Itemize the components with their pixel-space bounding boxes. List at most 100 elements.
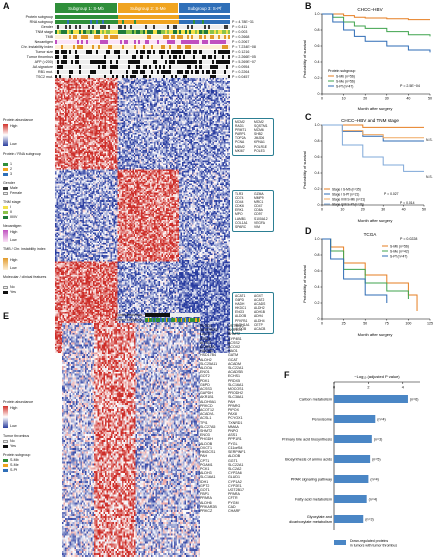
gene-label: TPI1: [200, 420, 208, 425]
legend-gender: Gender: [3, 181, 15, 185]
gene-label: ACADM: [228, 361, 241, 366]
legend-neoantigen: Neoantigen: [3, 224, 22, 228]
track-cell: [194, 318, 197, 322]
y-tick-label: 1.0: [315, 123, 320, 127]
track-bar: [55, 50, 231, 55]
bar-label: Fatty acid metabolism: [295, 498, 332, 502]
track-cell: [160, 318, 162, 322]
subgroup-1-header: Subgroup 1: S-Mb: [55, 3, 117, 13]
track-label: Protein subgroup: [25, 14, 53, 19]
track-tumor-thrombus-label: Tumor thrombus: [115, 313, 142, 317]
gene-label: ENO3: [200, 433, 210, 438]
gene-label: ALDH6: [200, 500, 212, 505]
track-cell: [162, 318, 165, 322]
survival-plot-d: TCGA Probability of survival Month after…: [302, 232, 433, 337]
plot-c-pvalue-1: P = 0.027: [384, 192, 399, 196]
gene-label: GOT2: [200, 374, 210, 379]
gene-box-3: ACAT1 G6PD HADH HKDC1 ENO3 ALDOB PFKFB1 ALDH1A1…: [232, 292, 274, 334]
plot-b-legend-3: S-Pf (n=47): [336, 85, 353, 89]
track-cell: [193, 313, 195, 317]
plot-b-area: 0 10 20 30 40 50 0 0.2 0.4 0.6 0.8 1.0: [315, 12, 433, 100]
gene-label: PNPO: [228, 429, 239, 434]
gene-label: ALDH9A1: [200, 399, 216, 404]
track-cell: [165, 313, 168, 317]
gene-label: MMAA: [228, 424, 239, 429]
track-pvalue: P = 0.0954: [232, 64, 250, 69]
track-bar: [55, 55, 231, 60]
y-tick-label: 0.6: [315, 44, 320, 48]
gene-name: ADH4: [254, 314, 263, 319]
swatch-1: [3, 163, 8, 166]
bar-label: PPAR signaling pathway: [291, 478, 332, 482]
track-label: RNA subgroup: [29, 19, 53, 24]
gene-label: SLC22A1: [228, 462, 244, 467]
gene-name: MDM2: [235, 144, 245, 149]
gene-name: ALDOB: [235, 326, 247, 331]
plot-b-title: CHCC–HBV: [357, 7, 383, 12]
plot-b-legend-title: Protein subgroup: [328, 69, 355, 73]
y-tick-label: 0.8: [315, 139, 320, 143]
gene-labels-right: UST3B10 AKR1C4 BHMT2 CYP4B1 ACSS2 ACOX2 HAO1 GA…: [228, 324, 246, 513]
gene-name: CDK6: [235, 204, 244, 209]
legend-e-low: Low: [10, 424, 17, 428]
plot-c-title: CHCC–HBV and TNM stage: [341, 118, 399, 123]
plot-c-area: 0 10 20 30 40 50 0 0.2 0.4 0.6 0.8 1.0: [315, 123, 427, 211]
track-cell: [171, 318, 173, 322]
track-cell: [151, 313, 154, 317]
track-bar: [55, 40, 231, 45]
gene-label: OXCT1: [200, 445, 212, 450]
gene-name: RAD1: [235, 124, 244, 129]
survival-plot-c: CHCC–HBV and TNM stage Probability of su…: [302, 118, 433, 223]
track-cell: [151, 318, 154, 322]
track-cell: [168, 313, 170, 317]
gene-label: SERPINE1: [200, 328, 218, 333]
gene-label: ALDOA: [200, 366, 213, 371]
track-cell: [150, 318, 153, 322]
bar-4: [334, 455, 371, 463]
survival-curve-1: [322, 13, 430, 21]
plot-c-legend-3: Stage II/III S-Mb (n=21): [332, 198, 365, 202]
panel-c-letter: C: [305, 112, 312, 122]
bar-count: (n=4): [369, 498, 378, 502]
legend-e-yes: Yes: [10, 444, 16, 448]
track-cell: [186, 313, 188, 317]
gene-label: PRKCZ: [200, 508, 213, 513]
track-cell: [161, 313, 164, 317]
track-bar: [55, 20, 231, 25]
track-cell: [164, 318, 166, 322]
gene-name: ACAT1: [235, 294, 246, 298]
track-cell: [176, 313, 179, 317]
gene-box-2: TLR3 CD74 CD44 CDK6 ERK1 MPO LAMB1 COL1A1 SPARC …: [232, 190, 274, 232]
gene-label: ACADVL: [200, 412, 215, 417]
heatmap-canvas: [62, 323, 200, 557]
f-axis-title: −Log₁₀ (adjusted P value): [354, 374, 400, 379]
track-cell: [197, 313, 199, 317]
track-label: AFP (>200): [34, 59, 53, 64]
y-tick-label: 0.2: [315, 187, 320, 191]
swatch-e-smb: [3, 459, 8, 462]
track-cell: [182, 313, 184, 317]
bar-label: Biosynthesis of amino acids: [285, 458, 332, 462]
x-tick-label: 10: [340, 208, 344, 212]
track-protein-subgroup-label: Protein subgroup: [114, 318, 142, 322]
x-tick-label: 0: [321, 208, 323, 212]
track-cell: [186, 318, 188, 322]
track-bar: [55, 35, 231, 40]
panel-e-letter: E: [3, 311, 10, 321]
y-tick-label: 0: [318, 317, 320, 321]
gene-name: S100A12: [254, 216, 268, 221]
gene-label: ENO1: [200, 370, 210, 375]
x-tick-label: 40: [406, 97, 410, 101]
track-cell: [187, 313, 190, 317]
gene-label: PYGL: [228, 441, 238, 446]
track-bar: [55, 25, 231, 30]
track-cell: [179, 313, 181, 317]
track-cell: [198, 318, 201, 322]
gene-label: SLC16A1: [228, 382, 244, 387]
gene-label: UST3B10: [228, 324, 244, 328]
track-pvalue: P = 0.2067: [232, 39, 250, 44]
subgroup-3-header: Subgroup 3: S-Pf: [179, 3, 230, 13]
track-cell: [171, 313, 173, 317]
y-tick-label: 0.2: [315, 301, 320, 305]
track-cell: [194, 313, 197, 317]
